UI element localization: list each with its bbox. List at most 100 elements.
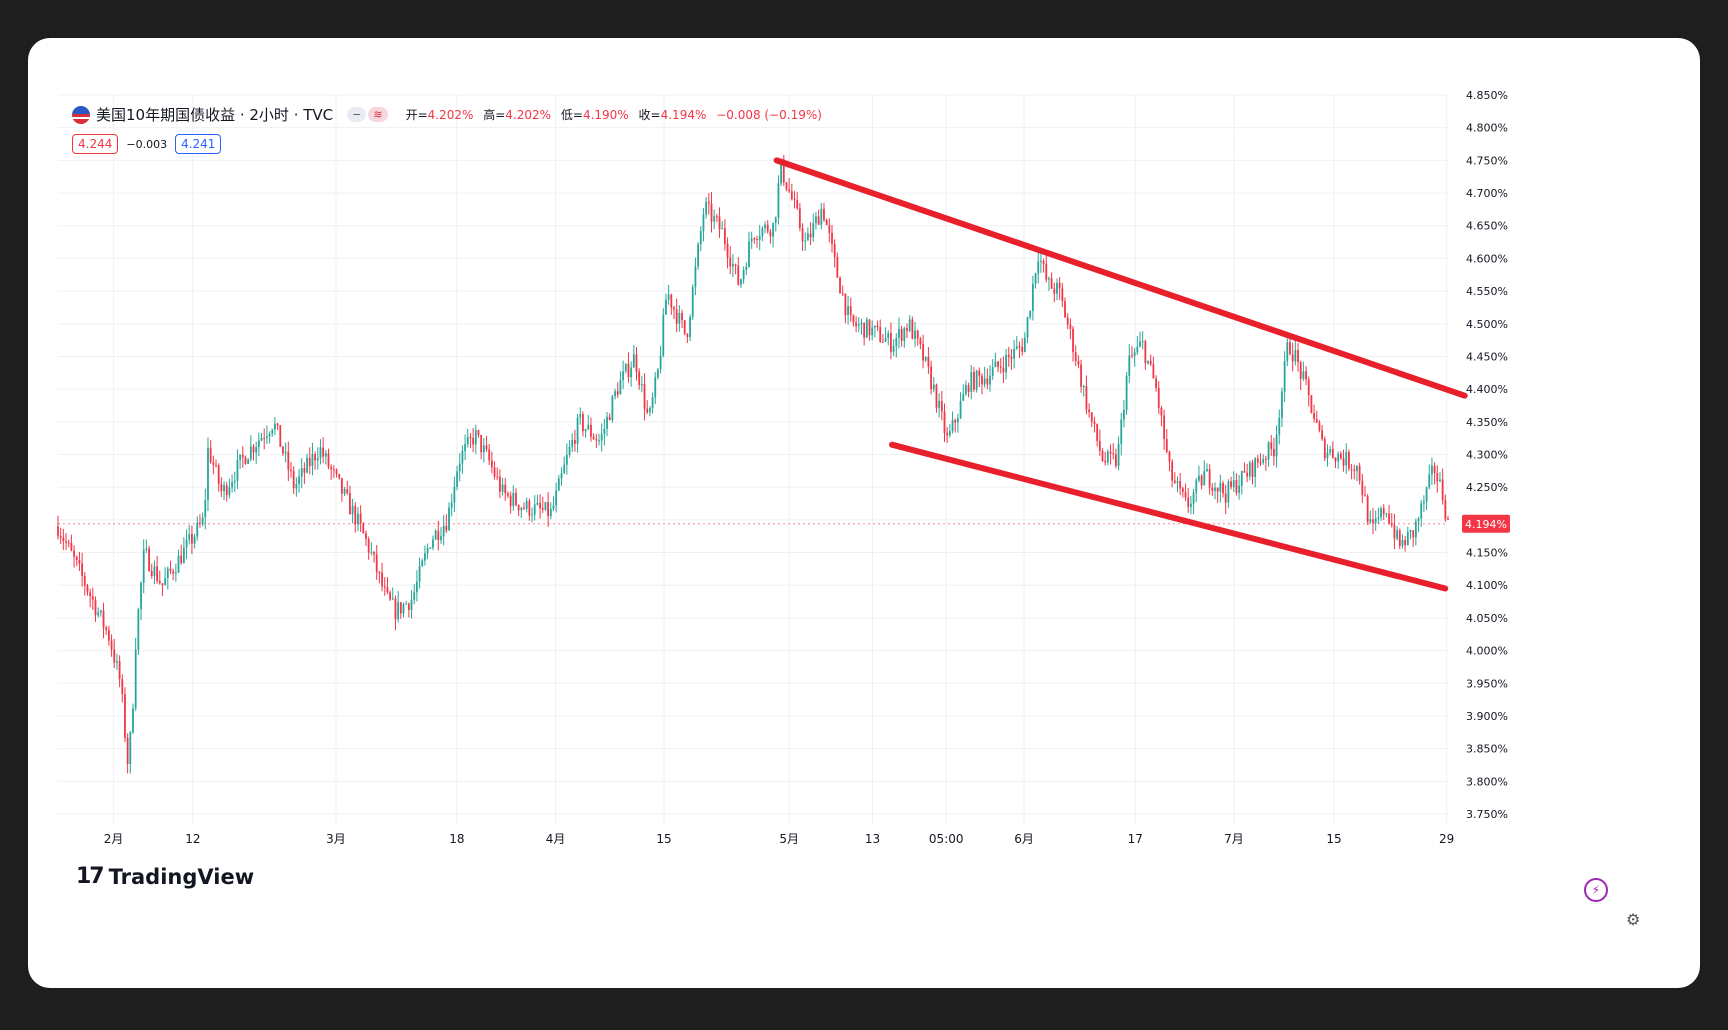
candle (887, 330, 890, 346)
candle (659, 345, 662, 374)
candle (906, 323, 908, 339)
candle (215, 459, 217, 468)
candle (898, 317, 900, 349)
lightning-icon[interactable]: ⚡ (1584, 878, 1608, 902)
candle (606, 412, 608, 437)
candle (386, 577, 389, 595)
y-tick-label: 4.300% (1466, 449, 1508, 462)
candle (1299, 360, 1302, 391)
candle (410, 590, 413, 619)
candle (1200, 474, 1203, 490)
candle (1045, 252, 1048, 283)
candle (57, 515, 59, 540)
gear-icon[interactable]: ⚙ (1626, 910, 1641, 929)
candle (1444, 494, 1447, 523)
legend-toggle[interactable]: − ≋ (347, 107, 389, 122)
candle (212, 455, 215, 475)
candle (124, 687, 126, 742)
candle (812, 213, 815, 242)
ohlc-values: 开=4.202% 高=4.202% 低=4.190% 收=4.194% −0.0… (405, 108, 822, 122)
candle (565, 443, 568, 475)
candle (638, 368, 641, 390)
candle (1050, 272, 1053, 290)
candle (1396, 526, 1399, 541)
collapse-icon[interactable]: − (347, 107, 367, 122)
candle (1425, 486, 1428, 510)
candle (831, 225, 833, 253)
candle (134, 637, 137, 711)
tradingview-logo[interactable]: 17 TradingView (76, 864, 254, 889)
candle (1074, 345, 1077, 366)
candle (991, 359, 994, 380)
candle (1152, 356, 1155, 379)
candle (91, 587, 94, 610)
candle (807, 227, 809, 241)
candle (1439, 472, 1441, 483)
candle (402, 602, 405, 618)
candle (1356, 465, 1358, 482)
candle (504, 477, 507, 501)
candle (65, 533, 67, 551)
y-tick-label: 4.350% (1466, 416, 1508, 429)
candle (62, 528, 65, 550)
candle (745, 262, 748, 275)
chart-legend: 美国10年期国债收益 · 2小时 · TVC − ≋ 开=4.202% 高=4.2… (72, 104, 828, 125)
candle (228, 478, 231, 499)
candle (930, 360, 933, 395)
candle (177, 549, 180, 574)
x-tick-label: 7月 (1224, 832, 1244, 846)
candle (732, 254, 734, 278)
candle (308, 447, 311, 475)
candle (1015, 336, 1018, 350)
candle (622, 360, 625, 390)
candle (686, 333, 689, 343)
candle (766, 219, 769, 234)
close-value: 4.194% (660, 108, 707, 122)
candle (1131, 346, 1133, 359)
candle (705, 196, 708, 219)
candle (196, 516, 199, 541)
chart-frame: 4.850% 4.800% 4.750% 4.700% 4.650% 4.600% 4.55… (28, 38, 1700, 988)
candle (306, 453, 308, 474)
candle (367, 536, 370, 560)
candle (276, 422, 279, 431)
candle (469, 433, 472, 449)
candle (860, 318, 863, 335)
x-tick-label: 17 (1128, 832, 1143, 846)
candle (1315, 410, 1318, 424)
candle (1256, 454, 1259, 469)
x-tick-label: 18 (449, 832, 464, 846)
candle (1238, 474, 1240, 500)
candle (1058, 277, 1061, 300)
candle (587, 414, 590, 431)
buy-button[interactable]: 4.241 (175, 134, 222, 154)
candle (1048, 276, 1050, 292)
candle (598, 433, 600, 446)
y-tick-label: 4.650% (1466, 220, 1508, 233)
trendline-lower (889, 441, 1449, 592)
candle (683, 320, 686, 336)
y-tick-label: 4.400% (1466, 383, 1508, 396)
candle (456, 465, 458, 491)
candle (547, 492, 550, 527)
y-tick-label: 4.050% (1466, 612, 1508, 625)
candle (1149, 354, 1152, 367)
candle (989, 365, 991, 392)
price-chart[interactable]: 4.850% 4.800% 4.750% 4.700% 4.650% 4.600% 4.55… (28, 38, 1700, 988)
candle (209, 440, 212, 464)
sell-button[interactable]: 4.244 (72, 134, 119, 154)
candle (959, 392, 962, 420)
candle (665, 293, 667, 315)
candle (1414, 518, 1417, 546)
candle (868, 319, 871, 341)
candle (1176, 476, 1179, 493)
candle (986, 368, 989, 390)
indicator-icon[interactable]: ≋ (368, 107, 388, 122)
symbol-title[interactable]: 美国10年期国债收益 · 2小时 · TVC (96, 106, 334, 124)
y-tick-label: 3.950% (1466, 677, 1508, 690)
candle (322, 437, 325, 464)
candle (105, 625, 108, 635)
candle (932, 377, 935, 393)
candle (844, 293, 847, 324)
candle (450, 493, 453, 517)
